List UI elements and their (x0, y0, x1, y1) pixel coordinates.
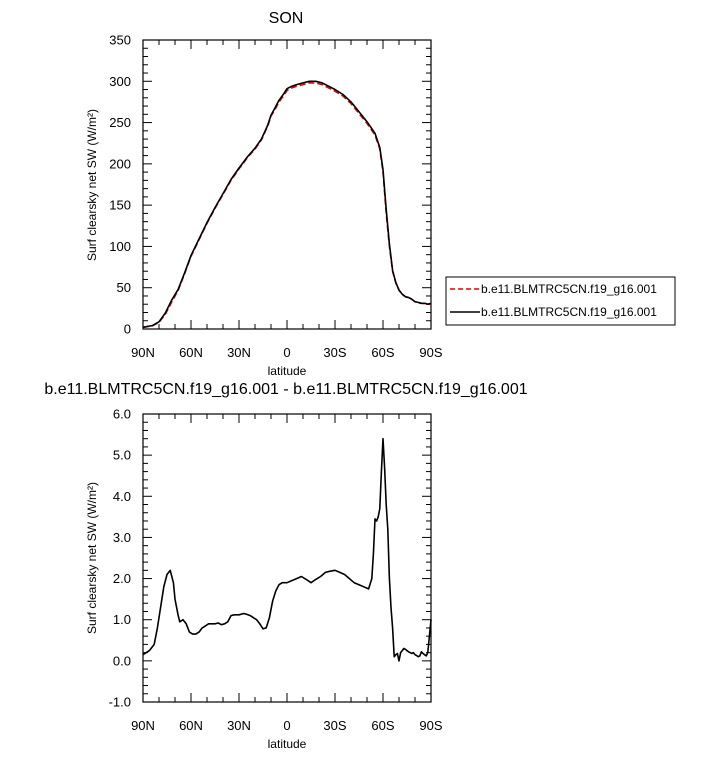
bottom-y-tick-label: 1.0 (113, 612, 131, 627)
top-x-tick-label: 90N (131, 345, 155, 360)
top-plot-frame (142, 39, 432, 330)
bottom-chart-title: b.e11.BLMTRC5CN.f19_g16.001 - b.e11.BLMT… (44, 381, 527, 398)
legend-label-1: b.e11.BLMTRC5CN.f19_g16.001 (481, 282, 657, 296)
top-legend: b.e11.BLMTRC5CN.f19_g16.001 b.e11.BLMTRC… (445, 276, 676, 326)
top-series-line-2 (142, 80, 432, 329)
bottom-series-group (142, 437, 432, 662)
top-x-tick-label: 30N (227, 345, 251, 360)
bottom-y-axis-label: Surf clearsky net SW (W/m²) (85, 482, 99, 634)
top-y-tick-label: 50 (117, 280, 131, 295)
top-x-tick-label: 0 (283, 345, 290, 360)
legend-box (445, 276, 676, 326)
bottom-x-tick-label: 0 (283, 718, 290, 733)
top-chart-title: SON (269, 10, 304, 27)
top-y-tick-label: 350 (109, 33, 131, 48)
top-x-tick-label: 60S (371, 345, 394, 360)
top-series-group (142, 80, 432, 329)
top-x-axis-label: latitude (268, 364, 307, 378)
bottom-x-tick-label: 30N (227, 718, 251, 733)
bottom-axis-ticks: 90N 60N 30N 0 30S 60S 90S -1.0 0.0 1.0 2.0 3.0 4.0 5.… (109, 407, 443, 734)
bottom-chart: b.e11.BLMTRC5CN.f19_g16.001 - b.e11.BLMT… (44, 381, 527, 751)
bottom-x-tick-label: 60S (371, 718, 394, 733)
bottom-x-tick-label: 90N (131, 718, 155, 733)
bottom-y-tick-label: 6.0 (113, 407, 131, 422)
top-axis-ticks: 90N 60N 30N 0 30S 60S 90S 0 50 100 150 200 250 300 350 (109, 33, 443, 361)
bottom-x-tick-label: 90S (419, 718, 442, 733)
top-chart: SON 90N 60N 30N 0 30S 60S 90S 0 50 100 150 200 250 30… (85, 10, 676, 378)
top-y-tick-label: 200 (109, 156, 131, 171)
legend-label-2: b.e11.BLMTRC5CN.f19_g16.001 (481, 305, 657, 319)
top-y-tick-label: 150 (109, 198, 131, 213)
bottom-y-tick-label: 3.0 (113, 530, 131, 545)
bottom-x-tick-label: 30S (323, 718, 346, 733)
top-y-tick-label: 250 (109, 115, 131, 130)
bottom-y-tick-label: -1.0 (109, 695, 131, 710)
bottom-x-tick-label: 60N (179, 718, 203, 733)
top-x-tick-label: 90S (419, 345, 442, 360)
bottom-y-tick-label: 4.0 (113, 489, 131, 504)
top-y-tick-label: 300 (109, 74, 131, 89)
bottom-y-tick-label: 5.0 (113, 448, 131, 463)
top-y-tick-label: 100 (109, 239, 131, 254)
bottom-y-tick-label: 0.0 (113, 653, 131, 668)
top-y-axis-label: Surf clearsky net SW (W/m²) (85, 109, 99, 261)
bottom-y-tick-label: 2.0 (113, 571, 131, 586)
top-x-tick-label: 30S (323, 345, 346, 360)
top-series-line-1 (142, 82, 431, 329)
bottom-series-line-1 (142, 437, 432, 662)
bottom-x-axis-label: latitude (268, 737, 307, 751)
bottom-plot-frame (142, 413, 432, 703)
top-x-tick-label: 60N (179, 345, 203, 360)
top-y-tick-label: 0 (124, 322, 131, 337)
